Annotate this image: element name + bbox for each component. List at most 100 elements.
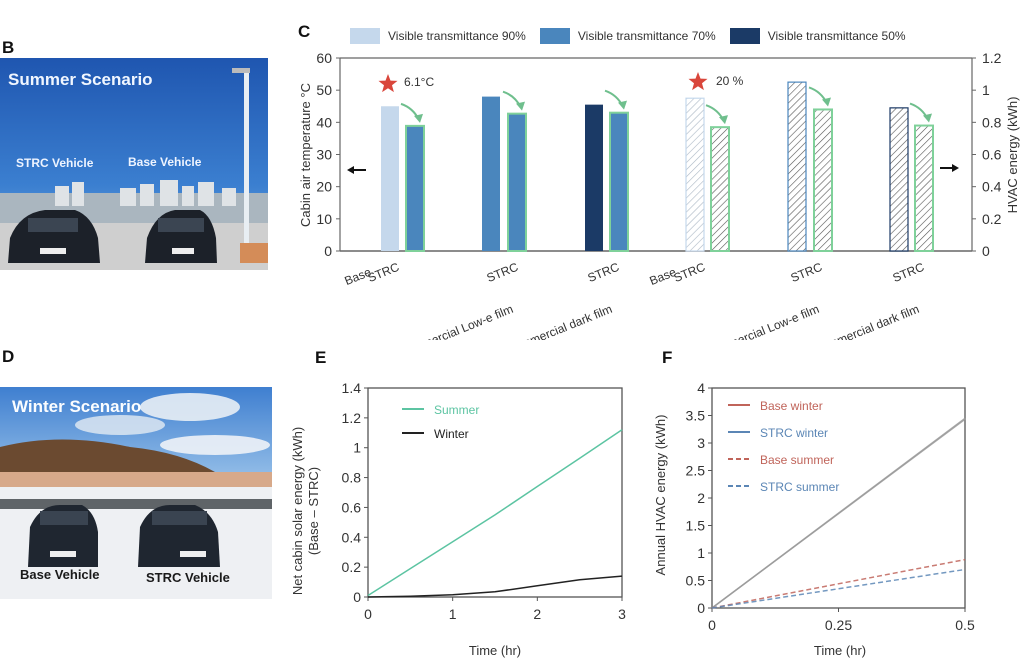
chart-e: Net cabin solar energy (kWh) (Base – STR… (290, 380, 626, 658)
f-y-tick-label: 0.5 (686, 573, 706, 589)
winter-strc-vehicle-label: STRC Vehicle (146, 570, 230, 585)
c-temperature-bar (585, 104, 603, 252)
legend-label-vt90: Visible transmittance 90% (388, 29, 526, 43)
f-ylabel: Annual HVAC energy (kWh) (653, 415, 668, 576)
c-temperature-bar (381, 106, 399, 251)
c-energy-bar (787, 81, 807, 252)
c-energy-bar (914, 124, 934, 252)
f-y-tick-label: 0 (697, 600, 705, 616)
c-right-tick-label: 1 (982, 82, 990, 98)
f-y-tick-label: 2 (697, 490, 705, 506)
e-y-tick-label: 0.4 (342, 529, 362, 545)
e-y-tick-label: 0.2 (342, 559, 362, 575)
e-y-tick-label: 0 (353, 589, 361, 605)
f-series-line (711, 568, 966, 609)
c-reduction-arrowhead (414, 113, 423, 123)
c-right-tick-label: 0.2 (982, 211, 1002, 227)
legend-item-vt90: Visible transmittance 90% (350, 28, 526, 44)
c-temperature-bar (507, 112, 527, 252)
base-vehicle (145, 210, 217, 263)
c-energy-category-label: STRC (891, 260, 927, 285)
legend-swatch-vt90 (350, 28, 380, 44)
c-energy-category-label: STRC (672, 260, 708, 285)
f-legend-label: Base winter (760, 399, 823, 413)
panel-letter-b: B (2, 38, 15, 57)
c-reduction-arrowhead (923, 113, 932, 123)
c-energy-bar (685, 97, 705, 252)
e-y-tick-label: 0.8 (342, 470, 362, 486)
c-reduction-arrowhead (822, 97, 831, 107)
c-right-tick-label: 0 (982, 243, 990, 259)
c-energy-bar (710, 126, 730, 252)
summer-base-vehicle-label: Base Vehicle (128, 155, 202, 169)
e-x-tick-label: 0 (364, 606, 372, 622)
c-right-tick-label: 0.8 (982, 114, 1002, 130)
panel-letter-c: C (298, 22, 311, 41)
c-temperature-category-label: STRC (586, 260, 622, 285)
panel-letter-d: D (2, 347, 15, 366)
f-y-tick-label: 3 (697, 435, 705, 451)
e-series-line (367, 429, 623, 597)
f-legend-label: STRC summer (760, 480, 839, 494)
f-series-line (711, 418, 966, 609)
c-energy-category-label: Commercial dark film (811, 302, 921, 340)
c-right-axis-label: HVAC energy (kWh) (1005, 97, 1020, 214)
c-temperature-category-label: Commercial Low-e film (397, 302, 515, 340)
f-x-tick-label: 0 (708, 617, 716, 633)
star-icon (688, 72, 708, 91)
c-right-tick-label: 0.6 (982, 147, 1002, 163)
summer-photo-illustration (0, 58, 268, 270)
f-y-tick-label: 2.5 (686, 463, 706, 479)
c-energy-bar (889, 107, 909, 252)
summer-strc-vehicle-label: STRC Vehicle (16, 156, 94, 170)
legend-swatch-vt50 (729, 28, 760, 44)
f-x-tick-label: 0.25 (825, 617, 852, 633)
c-temperature-category-label: Commercial dark film (504, 302, 614, 340)
c-left-tick-label: 30 (316, 147, 332, 163)
c-reduction-arrowhead (516, 101, 525, 111)
c-left-tick-label: 10 (316, 211, 332, 227)
c-left-tick-label: 0 (324, 243, 332, 259)
legend-label-vt50: Visible transmittance 50% (767, 29, 906, 43)
chart-f: Annual HVAC energy (kWh) Time (hr) 0 0.5 1… (653, 380, 975, 658)
chart-c-legend: Visible transmittance 90% Visible transm… (350, 28, 920, 44)
c-left-tick-label: 20 (316, 179, 332, 195)
winter-photo-illustration (0, 387, 272, 599)
c-left-tick-label: 60 (316, 50, 332, 66)
e-y-tick-label: 1.2 (342, 410, 362, 426)
c-left-tick-label: 50 (316, 82, 332, 98)
e-y-tick-label: 1.4 (342, 380, 362, 396)
c-temperature-bar (482, 96, 500, 251)
e-legend-label: Summer (434, 403, 479, 417)
e-x-tick-label: 1 (449, 606, 457, 622)
panel-letter-f: F (662, 348, 673, 367)
c-left-arrowhead-icon (347, 166, 354, 174)
f-legend-label: STRC winter (760, 426, 828, 440)
e-series-line (367, 575, 623, 598)
chart-c: Cabin air temperature °C HVAC energy (kW… (298, 50, 1020, 340)
f-y-tick-label: 1 (697, 545, 705, 561)
panel-letter-e: E (315, 348, 327, 367)
c-reduction-arrowhead (719, 115, 728, 125)
c-temperature-bar (405, 124, 425, 252)
c-annotation-temperature: 6.1°C (404, 75, 434, 89)
legend-item-vt70: Visible transmittance 70% (539, 28, 716, 44)
e-y-tick-label: 1 (353, 440, 361, 456)
c-temperature-category-label: STRC (366, 260, 402, 285)
summer-scenario-title: Summer Scenario (8, 70, 153, 89)
c-right-arrowhead-icon (952, 164, 959, 172)
legend-item-vt50: Visible transmittance 50% (729, 28, 906, 44)
winter-base-vehicle-label: Base Vehicle (20, 567, 100, 582)
c-left-tick-label: 40 (316, 114, 332, 130)
base-vehicle-winter (28, 505, 98, 567)
c-energy-bar (813, 108, 833, 253)
f-legend-label: Base summer (760, 453, 834, 467)
f-xlabel: Time (hr) (814, 643, 866, 658)
strc-vehicle-winter (138, 505, 220, 567)
e-plot-frame (367, 387, 623, 598)
c-annotation-energy: 20 % (716, 74, 744, 88)
f-x-tick-label: 0.5 (955, 617, 975, 633)
legend-swatch-vt70 (539, 28, 570, 44)
c-temperature-category-label: STRC (485, 260, 521, 285)
e-x-tick-label: 3 (618, 606, 626, 622)
